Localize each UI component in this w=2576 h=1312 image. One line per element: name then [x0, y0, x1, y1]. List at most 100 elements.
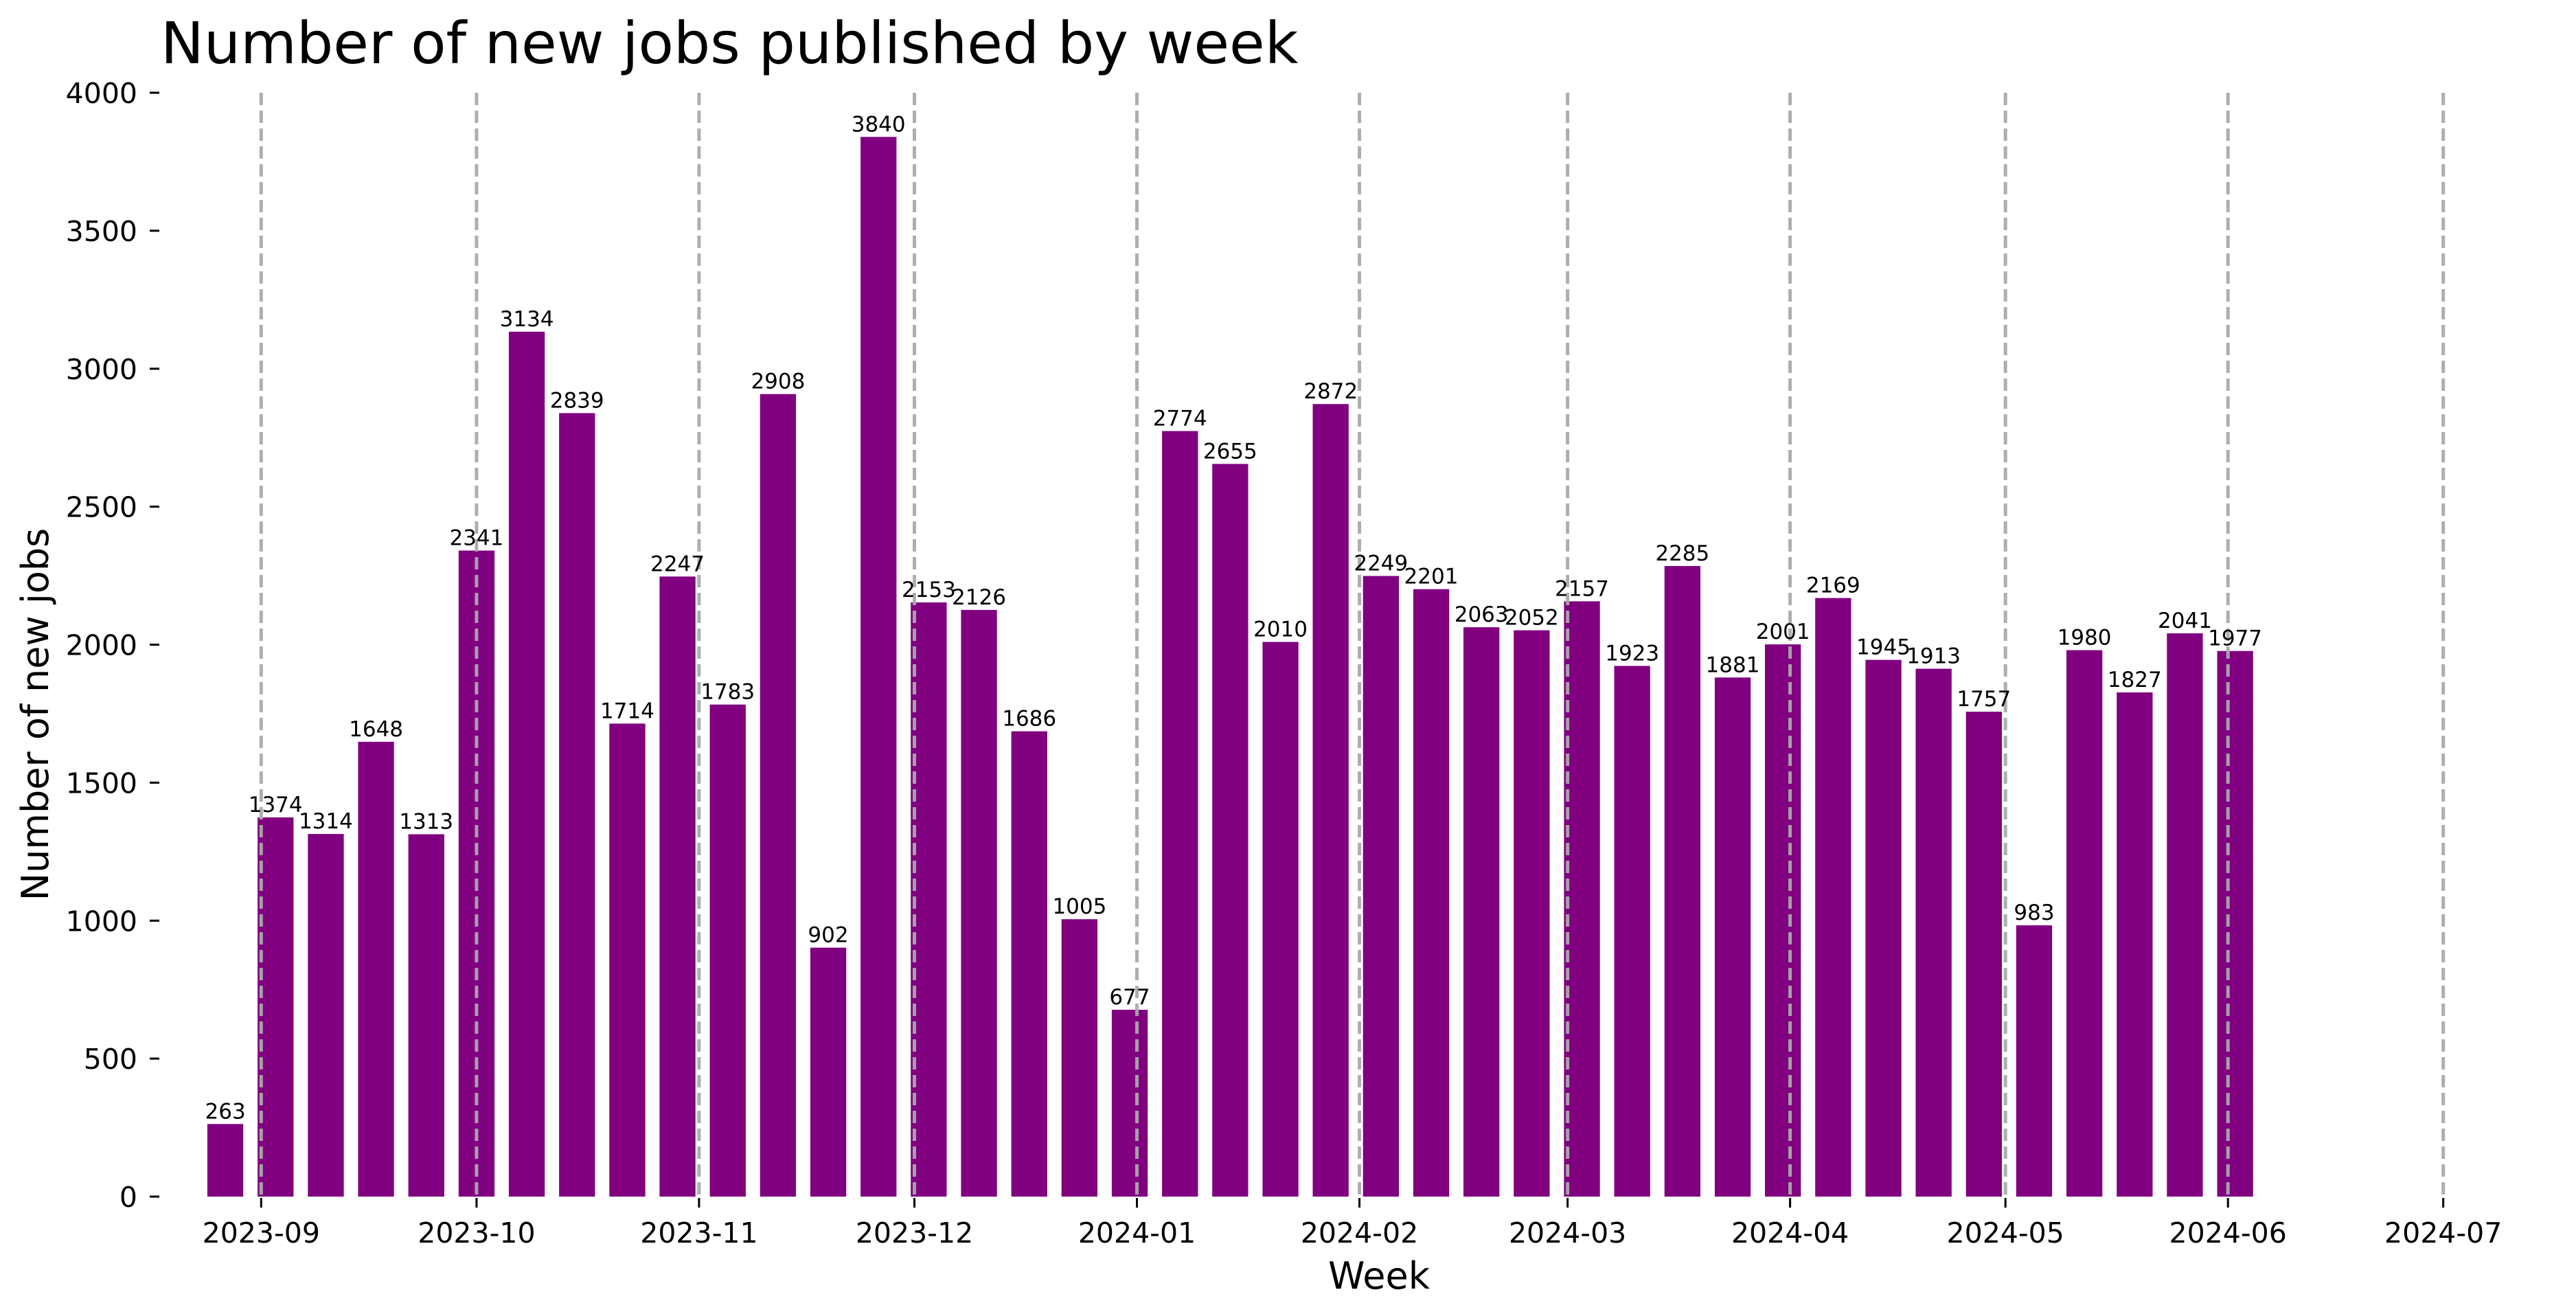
y-tick-label: 1000: [66, 905, 137, 938]
x-tick-label: 2024-07: [2384, 1217, 2502, 1249]
data-label: 2169: [1806, 574, 1860, 598]
data-label: 2341: [449, 526, 503, 551]
data-label: 1374: [249, 793, 303, 817]
x-tick-label: 2023-11: [640, 1217, 757, 1249]
bar: [659, 576, 696, 1197]
y-tick-label: 0: [119, 1181, 137, 1214]
x-tick-label: 2024-03: [1509, 1217, 1626, 1249]
data-label: 2872: [1303, 379, 1358, 404]
x-tick-label: 2023-09: [203, 1217, 320, 1249]
x-tick-label: 2024-01: [1078, 1217, 1196, 1249]
bar: [1564, 601, 1600, 1197]
data-label: 3134: [500, 307, 554, 332]
data-label: 983: [2014, 901, 2054, 925]
bar: [2066, 650, 2103, 1197]
data-label: 2285: [1655, 541, 1709, 566]
data-label: 263: [205, 1099, 246, 1124]
bar: [308, 834, 344, 1197]
y-tick-label: 500: [84, 1043, 137, 1076]
data-label: 1913: [1906, 644, 1961, 669]
data-label: 1714: [600, 699, 654, 723]
bar: [1514, 630, 1550, 1197]
bar: [1915, 668, 1952, 1197]
bar: [860, 137, 897, 1197]
data-label: 1314: [299, 809, 353, 834]
bar: [1413, 589, 1450, 1197]
bar: [1011, 731, 1047, 1197]
data-label: 2655: [1203, 439, 1257, 464]
bar: [358, 741, 394, 1197]
bar: [760, 394, 796, 1197]
data-label: 2839: [550, 388, 604, 413]
data-label: 1686: [1002, 707, 1056, 732]
x-tick-label: 2023-10: [418, 1217, 535, 1249]
bar: [1815, 598, 1851, 1197]
data-label: 2001: [1756, 620, 1810, 644]
data-label: 1005: [1052, 894, 1106, 919]
bar: [207, 1124, 244, 1197]
y-axis-title: Number of new jobs: [14, 528, 57, 901]
bar: [1463, 627, 1500, 1197]
x-axis: 2023-09 2023-10 2023-11 2023-12 2024-01 2024-…: [203, 1198, 2502, 1249]
data-label: 1313: [399, 810, 453, 835]
y-tick-label: 4000: [66, 77, 137, 110]
data-label: 2908: [751, 370, 805, 394]
bar: [810, 947, 847, 1197]
data-label: 902: [808, 923, 848, 948]
bar: [609, 723, 646, 1197]
x-tick-label: 2023-12: [856, 1217, 973, 1249]
bar: [709, 704, 746, 1197]
data-label: 2249: [1354, 552, 1408, 576]
x-tick-label: 2024-02: [1301, 1217, 1418, 1249]
data-label: 2063: [1455, 602, 1509, 627]
bar: [559, 413, 595, 1197]
data-label: 2153: [902, 578, 956, 602]
bar: [911, 602, 947, 1197]
y-tick-label: 2500: [66, 491, 137, 524]
data-label: 3840: [852, 112, 906, 137]
data-label: 2052: [1505, 606, 1559, 631]
data-label: 1881: [1706, 653, 1760, 677]
bar: [1061, 919, 1097, 1197]
bar: [408, 834, 444, 1197]
x-axis-title: Week: [1328, 1254, 1431, 1298]
bar: [1965, 712, 2002, 1197]
x-tick-label: 2024-06: [2169, 1217, 2287, 1249]
data-label: 1923: [1605, 641, 1659, 666]
bar: [2016, 925, 2053, 1197]
data-label: 2010: [1253, 618, 1308, 642]
data-label: 1977: [2208, 626, 2262, 651]
bar: [1614, 666, 1650, 1197]
bar: [1765, 644, 1801, 1197]
bars: [207, 137, 2253, 1197]
data-label: 1648: [349, 717, 403, 742]
data-label: 1980: [2058, 626, 2112, 651]
bar: [1714, 677, 1751, 1197]
bar: [258, 817, 294, 1197]
bar: [1262, 642, 1299, 1197]
data-label: 2157: [1555, 576, 1609, 601]
y-tick-label: 3500: [66, 215, 137, 248]
data-label: 2041: [2158, 609, 2212, 633]
data-label: 2126: [952, 585, 1006, 610]
bar: [2117, 692, 2153, 1197]
data-label: 1827: [2108, 668, 2162, 692]
bar: [1865, 659, 1902, 1197]
bar: [1363, 576, 1399, 1197]
x-tick-label: 2024-05: [1947, 1217, 2064, 1249]
bar: [2217, 651, 2253, 1197]
bar: [1664, 566, 1700, 1197]
x-tick-label: 2024-04: [1731, 1217, 1849, 1249]
data-label: 1945: [1856, 635, 1911, 660]
data-label: 2247: [650, 552, 705, 576]
bar: [508, 331, 545, 1197]
data-label: 2201: [1404, 565, 1459, 589]
y-axis: 0 500 1000 1500 2000 2500 3000 3500 4000: [66, 77, 159, 1214]
bar: [1212, 464, 1249, 1197]
month-gridlines: [259, 93, 2446, 1197]
bar: [1111, 1010, 1148, 1197]
data-label: 2774: [1153, 407, 1207, 431]
